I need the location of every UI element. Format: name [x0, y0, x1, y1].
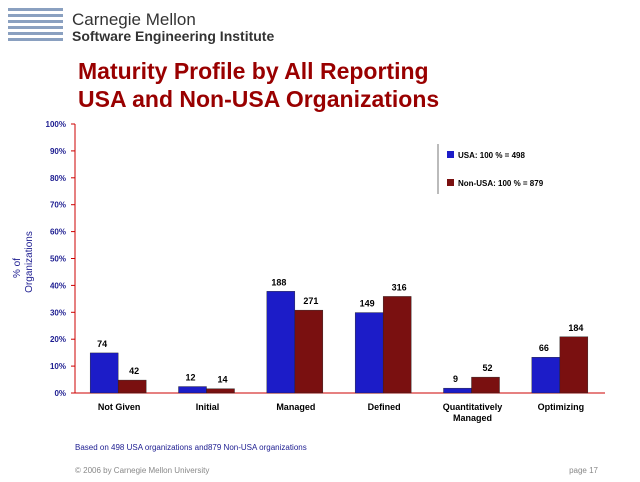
- copyright: © 2006 by Carnegie Mellon University: [75, 466, 209, 475]
- chart-title: Maturity Profile by All Reporting: [78, 58, 429, 84]
- bar: [531, 357, 561, 394]
- y-tick-label: 90%: [50, 147, 66, 156]
- bar: [294, 309, 324, 394]
- bar: [266, 291, 296, 394]
- bar: [117, 379, 147, 394]
- x-tick-label: Managed: [276, 402, 316, 412]
- y-tick-label: 10%: [50, 362, 66, 371]
- y-tick-label: 30%: [50, 308, 66, 317]
- bar: [443, 387, 472, 394]
- y-tick-label: 0%: [54, 389, 66, 398]
- data-label: 66: [539, 343, 549, 353]
- y-axis-label: Organizations: [24, 231, 35, 293]
- y-tick-label: 50%: [50, 255, 66, 264]
- bar: [178, 386, 207, 394]
- bar: [206, 388, 235, 394]
- y-tick-label: 40%: [50, 281, 66, 290]
- logo-line1: Carnegie Mellon: [72, 10, 196, 29]
- data-label: 188: [271, 277, 286, 287]
- bar: [559, 336, 589, 394]
- data-label: 12: [185, 373, 195, 383]
- x-tick-label: Not Given: [97, 402, 141, 412]
- x-tick-label: Quantitatively Managed: [442, 402, 503, 423]
- y-tick-label: 20%: [50, 335, 66, 344]
- data-label: 149: [360, 299, 375, 309]
- legend-swatch: [447, 151, 454, 158]
- x-tick-label: Initial: [195, 402, 220, 412]
- data-label: 14: [217, 375, 227, 385]
- legend-label: Non-USA: 100 % = 879: [458, 179, 544, 188]
- legend-label: USA: 100 % = 498: [458, 151, 525, 160]
- logo-line2: Software Engineering Institute: [72, 28, 274, 44]
- x-tick-label: Optimizing: [537, 402, 585, 412]
- footnote: Based on 498 USA organizations and879 No…: [75, 443, 307, 452]
- data-label: 74: [97, 339, 107, 349]
- data-label: 9: [453, 374, 458, 384]
- chart-title: USA and Non-USA Organizations: [78, 86, 439, 112]
- data-label: 271: [303, 296, 318, 306]
- data-label: 42: [129, 366, 139, 376]
- y-tick-label: 60%: [50, 228, 66, 237]
- legend-swatch: [447, 179, 454, 186]
- logo-mark: [8, 8, 63, 41]
- bar: [89, 352, 119, 394]
- page-number: page 17: [569, 466, 598, 475]
- x-tick-label: Defined: [367, 402, 401, 412]
- bar: [382, 296, 412, 394]
- y-tick-label: 80%: [50, 174, 66, 183]
- data-label: 184: [568, 323, 583, 333]
- y-tick-label: 70%: [50, 201, 66, 210]
- bar: [471, 376, 500, 394]
- y-axis-label: % of: [12, 258, 23, 278]
- y-tick-label: 100%: [46, 120, 66, 129]
- data-label: 316: [392, 282, 407, 292]
- data-label: 52: [482, 363, 492, 373]
- bar: [354, 312, 384, 394]
